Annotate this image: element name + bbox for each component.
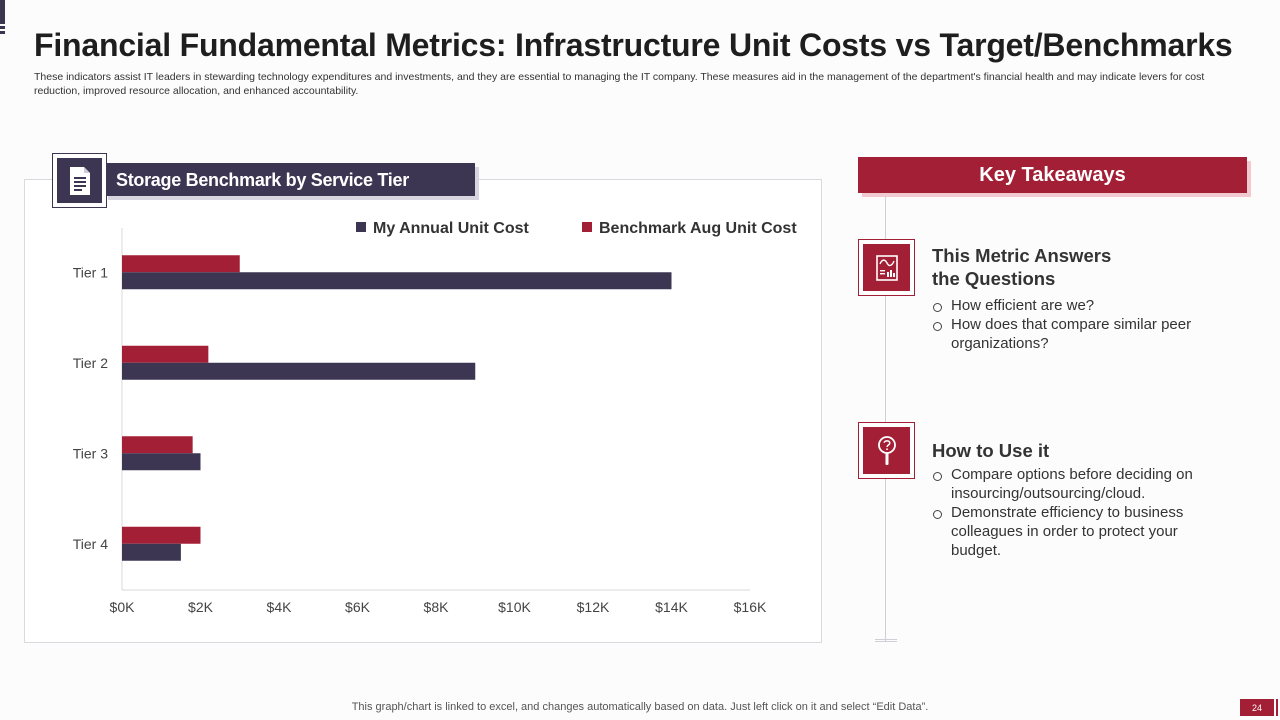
how-to-use-list: Compare options before deciding on insou… bbox=[932, 465, 1212, 560]
x-tick-label: $10K bbox=[498, 599, 531, 615]
timeline-end-cap bbox=[875, 639, 897, 642]
bar-my-annual-unit-cost[interactable] bbox=[122, 272, 672, 290]
x-tick-label: $6K bbox=[345, 599, 371, 615]
chart-report-icon bbox=[863, 244, 910, 291]
legend-label: My Annual Unit Cost bbox=[373, 220, 530, 237]
document-icon bbox=[57, 158, 102, 203]
bar-my-annual-unit-cost[interactable] bbox=[122, 543, 181, 561]
list-item: How does that compare similar peer organ… bbox=[932, 315, 1212, 353]
legend-swatch bbox=[356, 222, 366, 232]
x-tick-label: $8K bbox=[424, 599, 450, 615]
x-tick-label: $4K bbox=[267, 599, 293, 615]
x-tick-label: $16K bbox=[734, 599, 767, 615]
page-number: 24 bbox=[1240, 699, 1274, 716]
y-tick-label: Tier 4 bbox=[73, 536, 108, 552]
legend-label: Benchmark Aug Unit Cost bbox=[599, 220, 797, 237]
page-subtitle: These indicators assist IT leaders in st… bbox=[34, 71, 1205, 97]
list-item: Compare options before deciding on insou… bbox=[932, 465, 1212, 503]
y-tick-label: Tier 3 bbox=[73, 445, 108, 461]
bar-benchmark-aug-unit-cost[interactable] bbox=[122, 526, 201, 544]
y-tick-label: Tier 2 bbox=[73, 355, 108, 371]
chart-title: Storage Benchmark by Service Tier bbox=[116, 170, 409, 190]
page-title: Financial Fundamental Metrics: Infrastru… bbox=[34, 27, 1233, 63]
bar-benchmark-aug-unit-cost[interactable] bbox=[122, 436, 193, 454]
bar-my-annual-unit-cost[interactable] bbox=[122, 362, 476, 380]
chart-header: Storage Benchmark by Service Tier bbox=[104, 163, 475, 196]
metric-answers-list: How efficient are we? How does that comp… bbox=[932, 296, 1212, 353]
metric-answers-title: This Metric Answers the Questions bbox=[932, 245, 1112, 289]
magnifier-question-icon-frame bbox=[858, 422, 915, 479]
chart-report-icon-frame bbox=[858, 239, 915, 296]
timeline-line bbox=[885, 196, 886, 642]
footer-note: This graph/chart is linked to excel, and… bbox=[351, 701, 929, 713]
how-to-use-title: How to Use it bbox=[932, 440, 1050, 461]
chart-panel[interactable] bbox=[24, 179, 822, 643]
bar-benchmark-aug-unit-cost[interactable] bbox=[122, 345, 209, 363]
bar-benchmark-aug-unit-cost[interactable] bbox=[122, 255, 240, 273]
legend-swatch bbox=[582, 222, 592, 232]
bar-my-annual-unit-cost[interactable] bbox=[122, 453, 201, 471]
page-number-accent bbox=[1276, 699, 1278, 716]
list-item: How efficient are we? bbox=[932, 296, 1212, 315]
key-takeaways-header: Key Takeaways bbox=[858, 157, 1247, 193]
x-tick-label: $2K bbox=[188, 599, 214, 615]
y-tick-label: Tier 1 bbox=[73, 264, 108, 280]
x-tick-label: $12K bbox=[577, 599, 610, 615]
x-tick-label: $14K bbox=[655, 599, 688, 615]
x-tick-label: $0K bbox=[110, 599, 136, 615]
list-item: Demonstrate efficiency to business colle… bbox=[932, 503, 1212, 560]
document-icon-frame bbox=[52, 153, 107, 208]
magnifier-question-icon bbox=[863, 427, 910, 474]
corner-accent bbox=[0, 0, 5, 36]
